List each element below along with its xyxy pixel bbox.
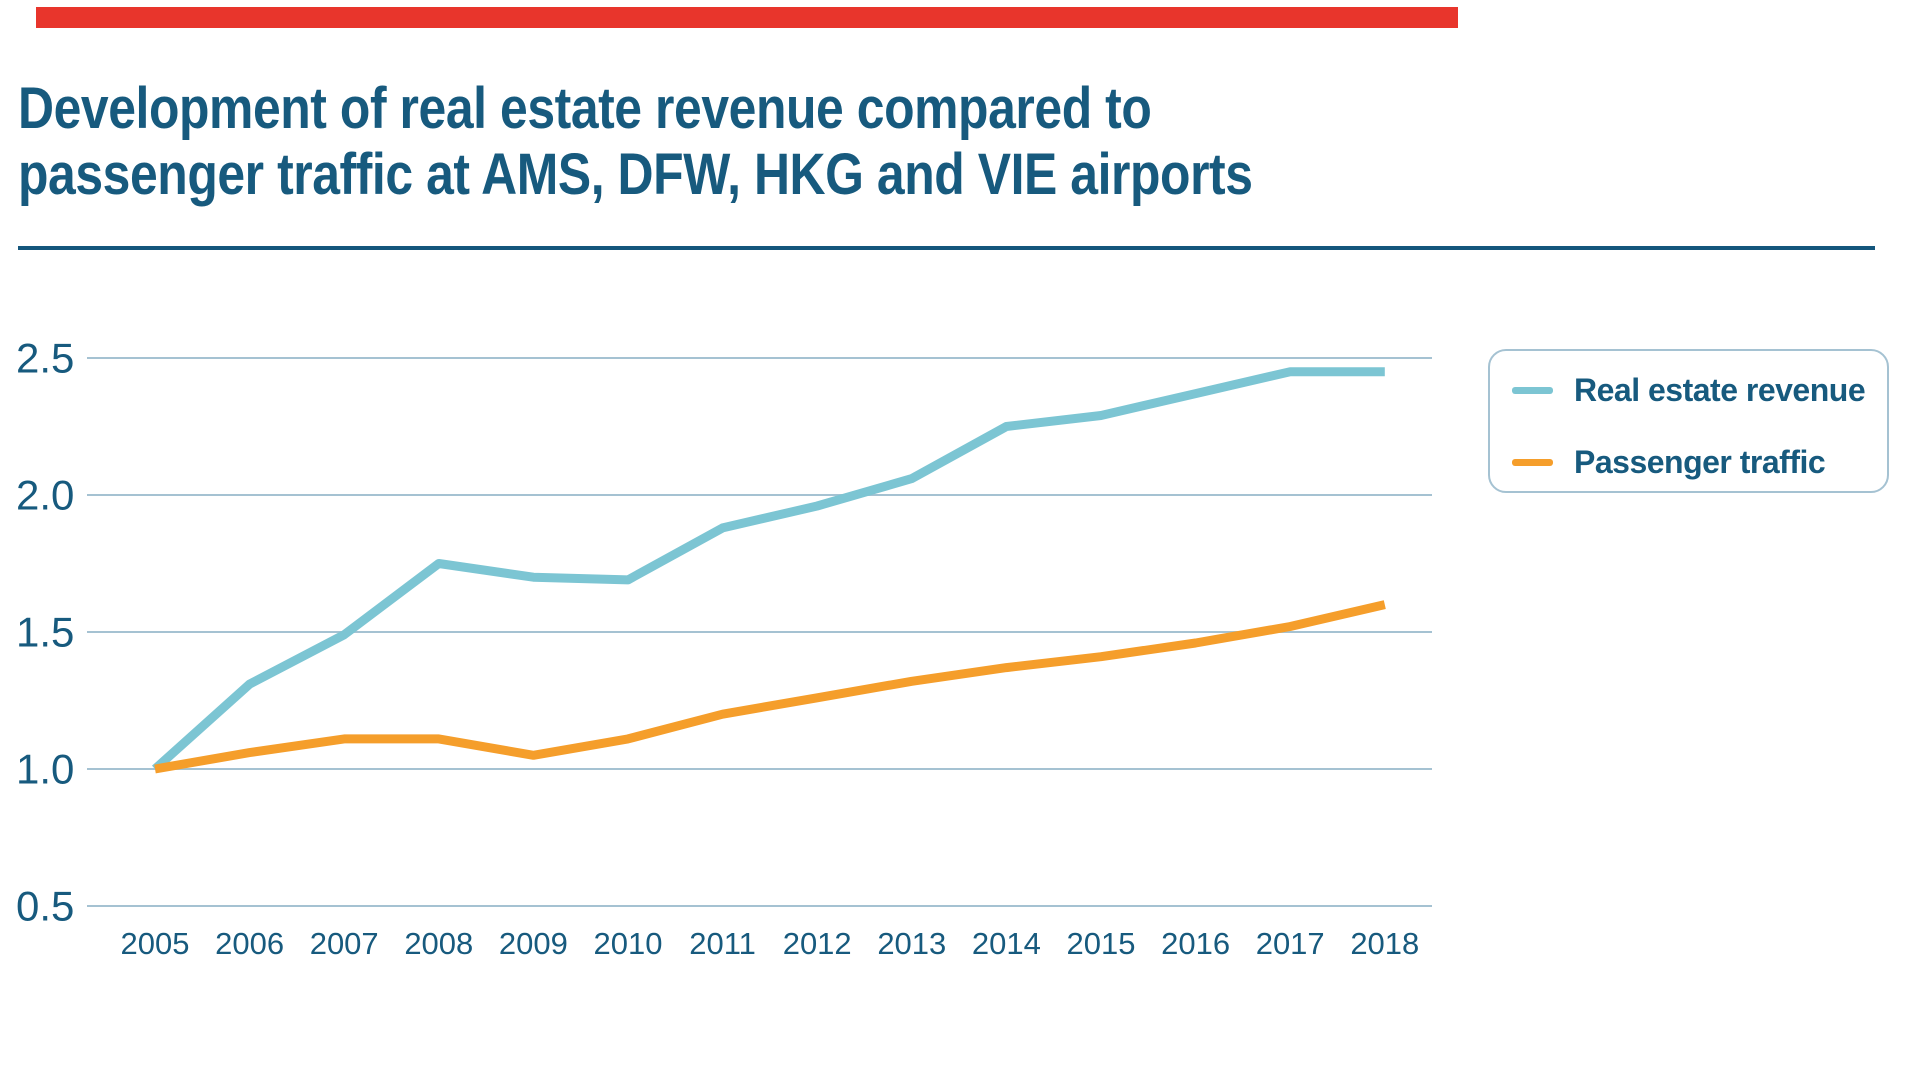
x-tick-2010: 2010	[594, 926, 663, 961]
x-tick-2015: 2015	[1067, 926, 1136, 961]
chart-title-line-2: passenger traffic at AMS, DFW, HKG and V…	[18, 142, 1253, 207]
legend-swatch-passenger-traffic	[1512, 458, 1553, 466]
legend: Real estate revenue Passenger traffic	[1488, 349, 1889, 493]
chart-title-line-1: Development of real estate revenue compa…	[18, 76, 1152, 141]
legend-label-real-estate-revenue: Real estate revenue	[1574, 371, 1866, 408]
y-tick-1.5: 1.5	[16, 609, 74, 656]
x-axis-labels: 2005 2006 2007 2008 2009 2010 2011 2012 2013 2014…	[121, 926, 1420, 961]
x-tick-2011: 2011	[689, 926, 756, 961]
series-line-real-estate-revenue	[151, 367, 1385, 773]
x-tick-2006: 2006	[215, 926, 284, 961]
legend-item-real-estate-revenue: Real estate revenue	[1512, 369, 1866, 411]
x-tick-2012: 2012	[783, 926, 852, 961]
x-tick-2007: 2007	[310, 926, 379, 961]
y-tick-2.5: 2.5	[16, 335, 74, 382]
x-tick-2017: 2017	[1256, 926, 1325, 961]
y-tick-0.5: 0.5	[16, 883, 74, 930]
y-tick-2.0: 2.0	[16, 472, 74, 519]
x-tick-2014: 2014	[972, 926, 1041, 961]
title-divider	[18, 246, 1875, 250]
x-tick-2008: 2008	[404, 926, 473, 961]
x-tick-2005: 2005	[121, 926, 190, 961]
top-red-bar	[36, 7, 1458, 28]
legend-swatch-real-estate-revenue	[1512, 386, 1553, 394]
legend-label-passenger-traffic: Passenger traffic	[1574, 443, 1826, 480]
legend-item-passenger-traffic: Passenger traffic	[1512, 441, 1826, 483]
y-axis-labels: 2.5 2.0 1.5 1.0 0.5	[16, 335, 74, 930]
chart-title: Development of real estate revenue compa…	[18, 76, 1253, 208]
series-lines	[151, 367, 1386, 774]
y-tick-1.0: 1.0	[16, 746, 74, 793]
x-tick-2013: 2013	[877, 926, 946, 961]
x-tick-2016: 2016	[1161, 926, 1230, 961]
gridlines	[87, 357, 1432, 907]
x-tick-2018: 2018	[1350, 926, 1419, 961]
series-line-passenger-traffic	[154, 600, 1386, 774]
x-tick-2009: 2009	[499, 926, 568, 961]
